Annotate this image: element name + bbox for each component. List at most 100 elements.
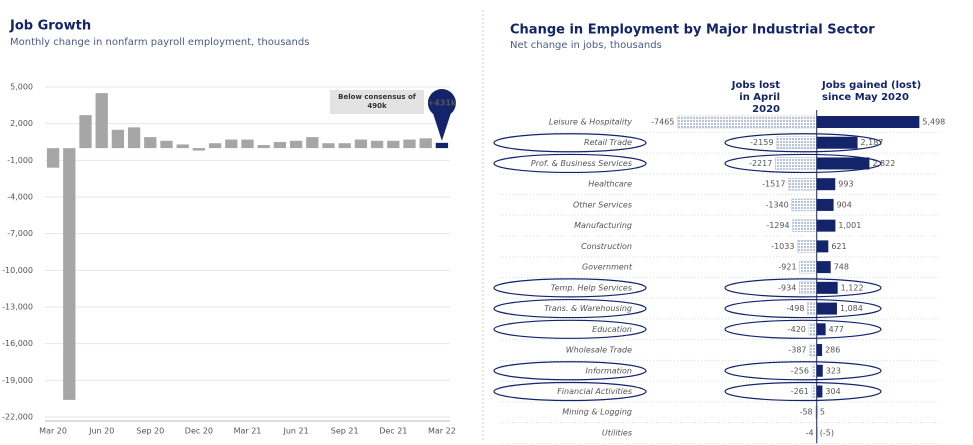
bar xyxy=(160,140,173,149)
bar xyxy=(322,143,335,149)
value-label: 286 xyxy=(825,346,840,355)
y-tick-label: -1,000 xyxy=(7,156,33,165)
y-tick-label: -13,000 xyxy=(2,303,33,312)
x-tick-label: Jun 21 xyxy=(282,427,308,436)
category-label: Information xyxy=(586,366,632,375)
x-tick-label: Mar 20 xyxy=(39,427,67,436)
highlight xyxy=(493,278,647,298)
bar xyxy=(811,364,817,378)
bar xyxy=(111,129,125,149)
y-tick-label: 2,000 xyxy=(10,119,33,128)
bar xyxy=(792,219,817,232)
value-label: -256 xyxy=(791,366,809,375)
value-label: 323 xyxy=(826,366,841,375)
value-label: 304 xyxy=(825,387,840,396)
value-label: -2217 xyxy=(749,159,772,168)
highlight xyxy=(724,153,882,174)
highlight xyxy=(493,361,647,381)
y-tick-label: -19,000 xyxy=(2,376,33,385)
value-label: -498 xyxy=(786,304,804,313)
bar xyxy=(419,138,432,149)
bar xyxy=(95,93,108,149)
bar xyxy=(338,143,351,149)
value-label: 993 xyxy=(838,180,853,189)
highlight xyxy=(724,278,882,298)
category-label: Other Services xyxy=(573,200,632,209)
bar xyxy=(192,148,206,151)
category-label: Prof. & Business Services xyxy=(531,159,632,168)
value-label: 1,122 xyxy=(841,283,864,292)
bar xyxy=(808,323,817,336)
bar xyxy=(46,148,60,168)
bar xyxy=(273,142,287,149)
highlight xyxy=(493,133,647,153)
annotation: Below consensus of 490k xyxy=(330,90,424,114)
category-label: Construction xyxy=(581,242,632,251)
bar xyxy=(816,261,831,274)
bar xyxy=(208,143,222,149)
value-label: -921 xyxy=(778,263,796,272)
value-label: (-5) xyxy=(820,428,834,437)
value-label: 477 xyxy=(829,325,844,334)
highlight xyxy=(493,381,647,402)
category-label: Financial Activities xyxy=(557,387,632,396)
bar xyxy=(811,385,817,398)
category-label: Utilities xyxy=(602,428,632,437)
x-tick-label: Sep 20 xyxy=(136,427,164,436)
chart-subtitle: Monthly change in nonfarm payroll employ… xyxy=(10,37,309,48)
value-label: 621 xyxy=(831,242,846,251)
bar xyxy=(816,178,836,191)
value-label: -261 xyxy=(791,387,809,396)
highlight xyxy=(724,298,882,319)
value-label: -1294 xyxy=(766,221,789,230)
bar xyxy=(306,137,319,149)
bar xyxy=(816,157,870,170)
bar xyxy=(816,281,838,294)
bar xyxy=(79,115,92,149)
value-label: 748 xyxy=(834,263,849,272)
chart-title: Job Growth xyxy=(9,19,91,34)
value-label: +431k xyxy=(428,99,457,108)
value-label: -58 xyxy=(800,408,813,417)
bar xyxy=(677,115,817,129)
bar xyxy=(799,281,817,295)
bar xyxy=(370,140,384,149)
bar xyxy=(816,364,823,377)
category-label: Wholesale Trade xyxy=(566,346,632,355)
bar xyxy=(289,140,303,149)
category-label: Government xyxy=(582,263,633,272)
bar xyxy=(225,139,238,149)
bar xyxy=(403,139,416,149)
highlight xyxy=(493,319,647,339)
category-label: Healthcare xyxy=(588,180,632,189)
bar xyxy=(257,145,270,149)
bar xyxy=(241,139,254,149)
chart-title: Change in Employment by Major Industrial… xyxy=(510,23,875,38)
bar xyxy=(816,219,836,232)
bar xyxy=(797,240,817,253)
value-label: 1,001 xyxy=(838,221,861,230)
bar xyxy=(816,385,823,398)
bar xyxy=(807,302,817,315)
bar xyxy=(816,240,829,253)
value-label: 5,498 xyxy=(922,118,945,127)
value-label: -2159 xyxy=(750,138,773,147)
value-label: -1517 xyxy=(762,180,785,189)
category-label: Manufacturing xyxy=(574,221,632,230)
y-tick-label: 5,000 xyxy=(10,83,33,92)
highlight xyxy=(724,381,882,402)
category-label: Education xyxy=(592,325,632,334)
x-tick-label: Dec 21 xyxy=(379,427,407,436)
value-label: 5 xyxy=(820,408,825,417)
value-label: -934 xyxy=(778,283,796,292)
x-tick-label: Mar 21 xyxy=(234,427,262,436)
bar xyxy=(775,157,817,170)
value-label: -1340 xyxy=(765,200,788,209)
bar xyxy=(816,136,858,149)
pin xyxy=(431,110,452,141)
bar xyxy=(816,323,826,336)
value-label: 1,084 xyxy=(840,304,863,313)
value-label: -1033 xyxy=(771,242,794,251)
bar xyxy=(354,139,368,149)
